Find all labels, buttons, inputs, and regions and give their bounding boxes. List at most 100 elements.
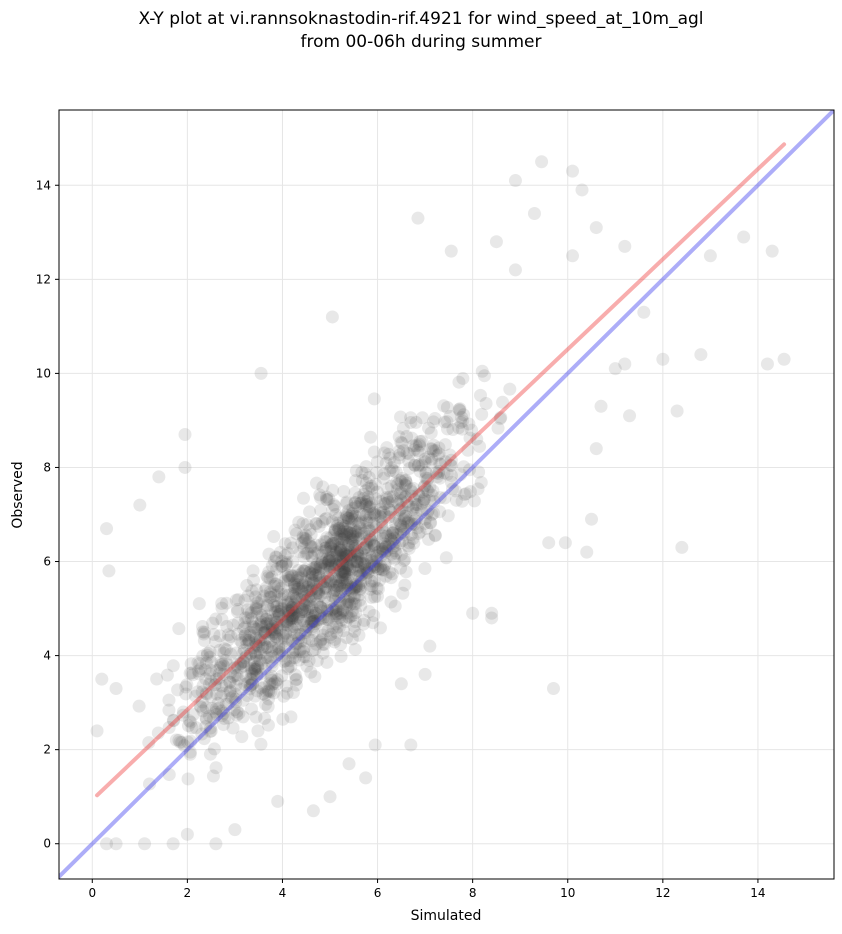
scatter-point [489, 235, 503, 249]
scatter-point [355, 496, 369, 510]
scatter-point [265, 673, 279, 687]
scatter-point [249, 631, 263, 645]
scatter-point [264, 590, 278, 604]
scatter-point [412, 439, 426, 453]
scatter-point [303, 584, 317, 598]
scatter-point [379, 529, 393, 543]
scatter-point [287, 625, 301, 639]
scatter-point [327, 563, 341, 577]
scatter-point [265, 640, 279, 654]
scatter-point [296, 605, 310, 619]
scatter-point [305, 570, 319, 584]
scatter-point [363, 532, 377, 546]
scatter-point [342, 757, 356, 771]
scatter-point [359, 552, 373, 566]
scatter-point [249, 649, 263, 663]
scatter-point [275, 669, 289, 683]
scatter-point [315, 632, 329, 646]
scatter-point [367, 608, 381, 622]
scatter-point [367, 538, 381, 552]
scatter-point [151, 726, 165, 740]
scatter-point [364, 430, 378, 444]
scatter-point [444, 453, 458, 467]
scatter-point [456, 414, 470, 428]
scatter-point [290, 612, 304, 626]
scatter-point [241, 589, 255, 603]
scatter-point [440, 415, 454, 429]
scatter-point [331, 516, 345, 530]
scatter-point [364, 496, 378, 510]
scatter-point [315, 515, 329, 529]
scatter-point [382, 565, 396, 579]
scatter-point [335, 567, 349, 581]
scatter-point [218, 712, 232, 726]
y-tick-label: 0 [43, 837, 51, 851]
scatter-point [361, 493, 375, 507]
scatter-point [265, 623, 279, 637]
scatter-point [399, 505, 413, 519]
scatter-point [432, 464, 446, 478]
scatter-point [412, 437, 426, 451]
scatter-point [327, 578, 341, 592]
scatter-point [245, 584, 259, 598]
scatter-point [341, 592, 355, 606]
scatter-point [703, 249, 717, 263]
scatter-point [224, 647, 238, 661]
scatter-point [236, 646, 250, 660]
scatter-point [368, 508, 382, 522]
scatter-point [215, 709, 229, 723]
scatter-point [246, 677, 260, 691]
scatter-point [314, 559, 328, 573]
scatter-point [276, 619, 290, 633]
scatter-point [374, 510, 388, 524]
scatter-point [180, 678, 194, 692]
scatter-point [195, 685, 209, 699]
scatter-point [278, 574, 292, 588]
scatter-point [438, 415, 452, 429]
scatter-point [428, 412, 442, 426]
scatter-point [234, 656, 248, 670]
scatter-point [311, 545, 325, 559]
scatter-point [336, 557, 350, 571]
regression-line [95, 142, 787, 798]
scatter-point [402, 541, 416, 555]
scatter-point [334, 543, 348, 557]
scatter-point [229, 593, 243, 607]
scatter-point [263, 585, 277, 599]
scatter-point [336, 568, 350, 582]
scatter-point [240, 637, 254, 651]
scatter-point [427, 438, 441, 452]
scatter-point [399, 489, 413, 503]
scatter-point [278, 587, 292, 601]
scatter-point [246, 564, 260, 578]
scatter-point [428, 529, 442, 543]
scatter-point [248, 646, 262, 660]
scatter-point [354, 552, 368, 566]
scatter-point [342, 548, 356, 562]
scatter-point [333, 563, 347, 577]
scatter-point [371, 562, 385, 576]
scatter-point [311, 587, 325, 601]
scatter-point [243, 628, 257, 642]
scatter-point [333, 542, 347, 556]
scatter-point [150, 672, 164, 686]
scatter-point [352, 532, 366, 546]
scatter-point [368, 738, 382, 752]
scatter-point [269, 550, 283, 564]
scatter-point [423, 480, 437, 494]
scatter-point [309, 516, 323, 530]
scatter-point [238, 628, 252, 642]
scatter-point [344, 509, 358, 523]
scatter-point [419, 465, 433, 479]
scatter-point [236, 655, 250, 669]
scatter-point [279, 557, 293, 571]
scatter-point [354, 546, 368, 560]
scatter-point [440, 422, 454, 436]
scatter-point [332, 574, 346, 588]
scatter-point [307, 574, 321, 588]
scatter-point [238, 677, 252, 691]
scatter-point [311, 613, 325, 627]
scatter-point [448, 484, 462, 498]
scatter-point [327, 584, 341, 598]
scatter-point [282, 570, 296, 584]
